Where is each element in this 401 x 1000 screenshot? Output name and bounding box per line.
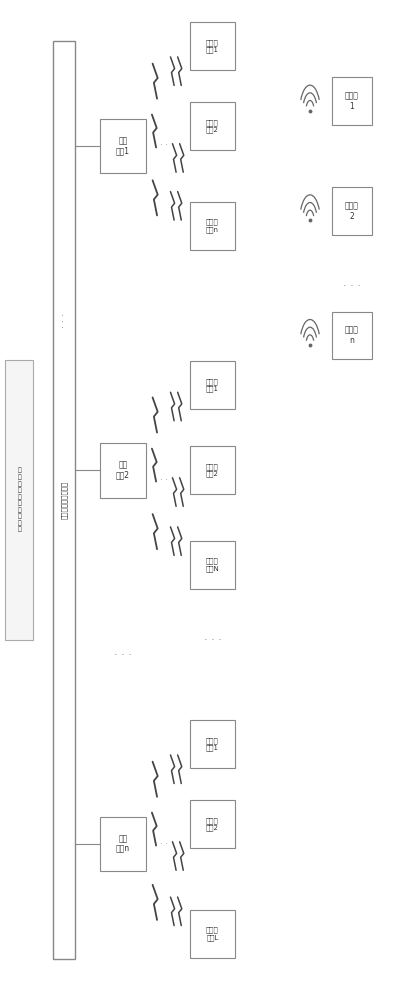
Text: 传感器
单元1: 传感器 单元1 bbox=[206, 39, 219, 53]
Text: 传感器
单元1: 传感器 单元1 bbox=[206, 737, 219, 751]
FancyBboxPatch shape bbox=[100, 443, 146, 498]
Text: 基站
单元1: 基站 单元1 bbox=[116, 136, 130, 156]
Text: · ·: · · bbox=[160, 840, 168, 849]
Text: 传感器
单元2: 传感器 单元2 bbox=[206, 463, 219, 477]
Text: 传感器
单元n: 传感器 单元n bbox=[206, 219, 219, 233]
FancyBboxPatch shape bbox=[332, 312, 372, 359]
FancyBboxPatch shape bbox=[190, 800, 235, 848]
FancyBboxPatch shape bbox=[190, 720, 235, 768]
Text: · ·: · · bbox=[160, 141, 168, 150]
FancyBboxPatch shape bbox=[190, 361, 235, 409]
Text: 车载机
n: 车载机 n bbox=[345, 326, 359, 345]
FancyBboxPatch shape bbox=[190, 22, 235, 70]
Text: · · ·: · · · bbox=[204, 635, 221, 645]
Text: 传感器
单元N: 传感器 单元N bbox=[206, 558, 219, 572]
FancyBboxPatch shape bbox=[190, 202, 235, 250]
Text: · · ·: · · · bbox=[114, 650, 132, 660]
FancyBboxPatch shape bbox=[332, 77, 372, 125]
Text: 车载机
2: 车载机 2 bbox=[345, 201, 359, 221]
FancyBboxPatch shape bbox=[5, 360, 33, 640]
Text: 传感器
单元L: 传感器 单元L bbox=[206, 927, 219, 941]
Text: 车载机
1: 车载机 1 bbox=[345, 91, 359, 111]
Text: · · ·: · · · bbox=[343, 281, 361, 291]
FancyBboxPatch shape bbox=[190, 102, 235, 150]
FancyBboxPatch shape bbox=[332, 187, 372, 235]
Text: 基站
单元n: 基站 单元n bbox=[116, 834, 130, 854]
FancyBboxPatch shape bbox=[190, 541, 235, 589]
Text: 车
辆
信
息
感
知
系
统
方
法: 车 辆 信 息 感 知 系 统 方 法 bbox=[17, 468, 21, 532]
FancyBboxPatch shape bbox=[100, 817, 146, 871]
Text: 基站
单元2: 基站 单元2 bbox=[116, 460, 130, 480]
Text: · · ·: · · · bbox=[59, 313, 69, 328]
Text: · ·: · · bbox=[160, 476, 168, 485]
FancyBboxPatch shape bbox=[190, 446, 235, 494]
Text: 传感器
单元1: 传感器 单元1 bbox=[206, 378, 219, 392]
FancyBboxPatch shape bbox=[100, 119, 146, 173]
Text: 传感器
单元2: 传感器 单元2 bbox=[206, 119, 219, 133]
Text: 传感器
单元2: 传感器 单元2 bbox=[206, 817, 219, 831]
Text: 车载机信息处理单元: 车载机信息处理单元 bbox=[61, 481, 67, 519]
FancyBboxPatch shape bbox=[53, 41, 75, 959]
FancyBboxPatch shape bbox=[190, 910, 235, 958]
